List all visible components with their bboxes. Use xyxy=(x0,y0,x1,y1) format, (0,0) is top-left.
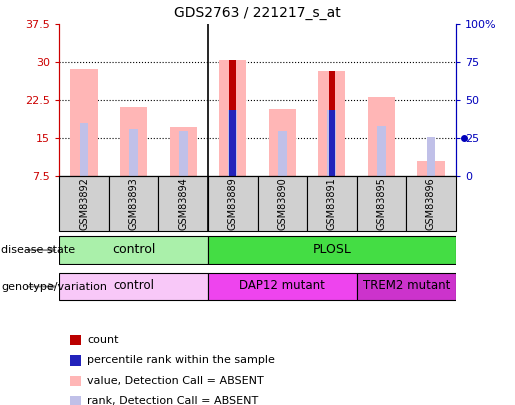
Bar xyxy=(329,111,335,176)
Text: DAP12 mutant: DAP12 mutant xyxy=(239,279,325,292)
Bar xyxy=(377,126,386,176)
Text: disease state: disease state xyxy=(1,245,75,255)
Text: control: control xyxy=(113,279,154,292)
Bar xyxy=(208,176,258,231)
Bar xyxy=(329,71,335,176)
Bar xyxy=(59,176,109,231)
Text: PLOSL: PLOSL xyxy=(313,243,351,256)
Text: GSM83896: GSM83896 xyxy=(426,177,436,230)
Bar xyxy=(159,176,208,231)
Bar xyxy=(269,109,296,176)
Bar xyxy=(59,237,208,264)
Bar xyxy=(228,111,237,176)
Bar xyxy=(219,60,246,176)
Bar xyxy=(356,273,456,300)
Bar xyxy=(278,130,287,176)
Bar xyxy=(59,273,208,300)
Bar xyxy=(120,107,147,176)
Bar xyxy=(230,111,236,176)
Bar xyxy=(129,129,138,176)
Bar xyxy=(179,130,187,176)
Text: GSM83889: GSM83889 xyxy=(228,177,238,230)
Text: GSM83893: GSM83893 xyxy=(129,177,139,230)
Bar xyxy=(169,127,197,176)
Bar xyxy=(230,60,236,176)
Bar xyxy=(417,161,444,176)
Text: GSM83894: GSM83894 xyxy=(178,177,188,230)
Bar xyxy=(79,123,89,176)
Text: genotype/variation: genotype/variation xyxy=(1,281,107,292)
Text: GSM83890: GSM83890 xyxy=(277,177,287,230)
Text: count: count xyxy=(87,335,118,345)
Bar xyxy=(109,176,159,231)
Bar xyxy=(208,237,456,264)
Bar xyxy=(356,176,406,231)
Text: GSM83891: GSM83891 xyxy=(327,177,337,230)
Bar xyxy=(318,71,346,176)
Text: TREM2 mutant: TREM2 mutant xyxy=(363,279,450,292)
Text: value, Detection Call = ABSENT: value, Detection Call = ABSENT xyxy=(87,376,264,386)
Bar xyxy=(307,176,356,231)
Bar xyxy=(368,97,395,176)
Bar xyxy=(71,69,98,176)
Bar xyxy=(258,176,307,231)
Bar xyxy=(406,176,456,231)
Bar xyxy=(208,273,356,300)
Text: GSM83892: GSM83892 xyxy=(79,177,89,230)
Title: GDS2763 / 221217_s_at: GDS2763 / 221217_s_at xyxy=(174,6,341,21)
Text: rank, Detection Call = ABSENT: rank, Detection Call = ABSENT xyxy=(87,396,259,405)
Text: control: control xyxy=(112,243,155,256)
Text: percentile rank within the sample: percentile rank within the sample xyxy=(87,356,275,365)
Bar xyxy=(328,111,336,176)
Text: GSM83895: GSM83895 xyxy=(376,177,386,230)
Bar xyxy=(426,137,436,176)
